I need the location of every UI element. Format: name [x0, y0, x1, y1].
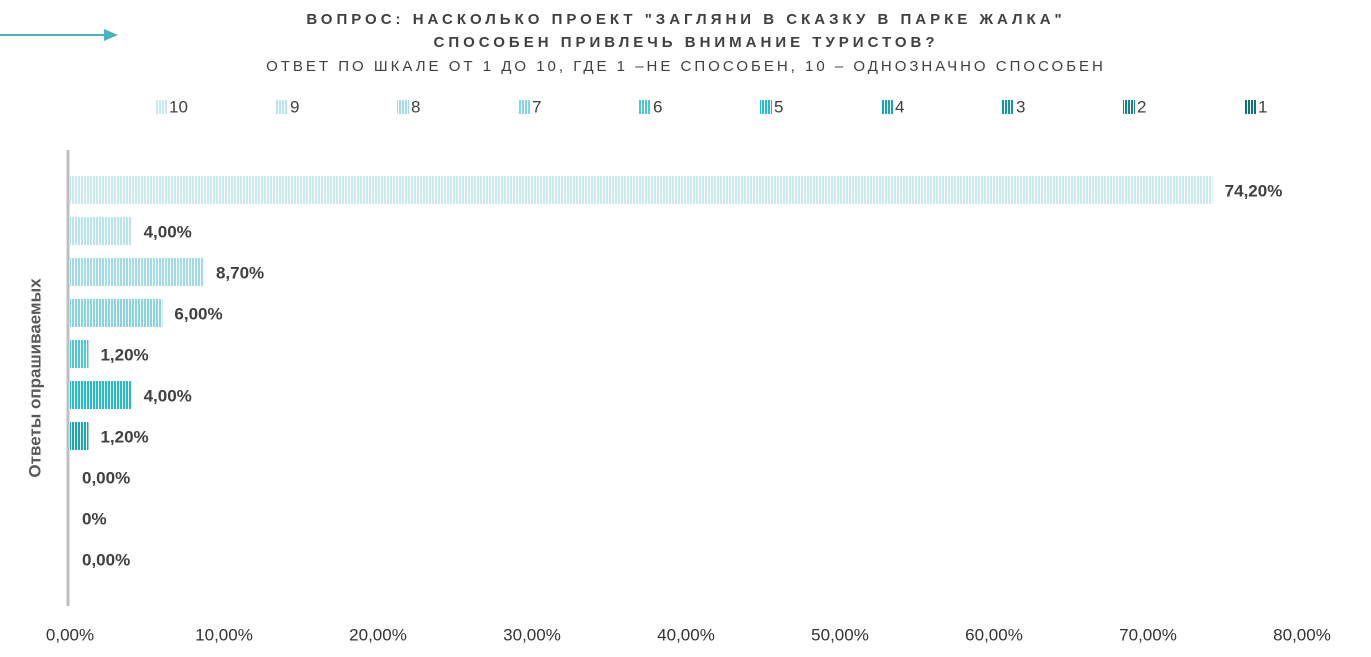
bar [70, 176, 1213, 204]
data-label: 6,00% [174, 304, 222, 323]
legend-label: 3 [1016, 97, 1025, 116]
data-label: 4,00% [144, 222, 192, 241]
x-tick-label: 70,00% [1119, 625, 1177, 644]
x-tick-label: 20,00% [349, 625, 407, 644]
chart-subtitle: ОТВЕТ ПО ШКАЛЕ ОТ 1 ДО 10, ГДЕ 1 –НЕ СПО… [266, 58, 1106, 75]
legend-label: 1 [1258, 97, 1267, 116]
legend-swatch [760, 100, 772, 114]
x-tick-label: 80,00% [1273, 625, 1331, 644]
data-label: 1,20% [100, 427, 148, 446]
legend-swatch [155, 100, 167, 114]
bar [70, 422, 89, 450]
legend-label: 10 [169, 97, 188, 116]
legend-swatch [1002, 100, 1014, 114]
data-label: 0,00% [82, 550, 130, 569]
chart-title: СПОСОБЕН ПРИВЛЕЧЬ ВНИМАНИЕ ТУРИСТОВ? [434, 34, 939, 51]
legend-label: 6 [653, 97, 662, 116]
legend-label: 9 [290, 97, 299, 116]
data-label: 0,00% [82, 468, 130, 487]
legend-label: 4 [895, 97, 904, 116]
legend-label: 8 [411, 97, 420, 116]
legend-swatch [1244, 100, 1256, 114]
legend-swatch [397, 100, 409, 114]
data-label: 4,00% [144, 386, 192, 405]
bar [70, 299, 163, 327]
x-tick-label: 10,00% [195, 625, 253, 644]
x-tick-label: 60,00% [965, 625, 1023, 644]
bar [70, 381, 132, 409]
bar [70, 340, 89, 368]
legend-label: 5 [774, 97, 783, 116]
bar [70, 258, 204, 286]
data-label: 8,70% [216, 263, 264, 282]
legend-swatch [1123, 100, 1135, 114]
x-tick-label: 30,00% [503, 625, 561, 644]
legend-swatch [276, 100, 288, 114]
legend-label: 2 [1137, 97, 1146, 116]
data-label: 0% [82, 509, 107, 528]
x-tick-label: 0,00% [46, 625, 94, 644]
chart-title: ВОПРОС: НАСКОЛЬКО ПРОЕКТ "ЗАГЛЯНИ В СКАЗ… [306, 11, 1065, 28]
legend-swatch [518, 100, 530, 114]
legend-label: 7 [532, 97, 541, 116]
data-label: 74,20% [1225, 181, 1283, 200]
legend-swatch [639, 100, 651, 114]
bar [70, 217, 132, 245]
legend-swatch [881, 100, 893, 114]
arrow-head [104, 29, 118, 41]
data-label: 1,20% [100, 345, 148, 364]
x-tick-label: 50,00% [811, 625, 869, 644]
y-axis-label: Ответы опрашиваемых [25, 278, 44, 478]
x-tick-label: 40,00% [657, 625, 715, 644]
